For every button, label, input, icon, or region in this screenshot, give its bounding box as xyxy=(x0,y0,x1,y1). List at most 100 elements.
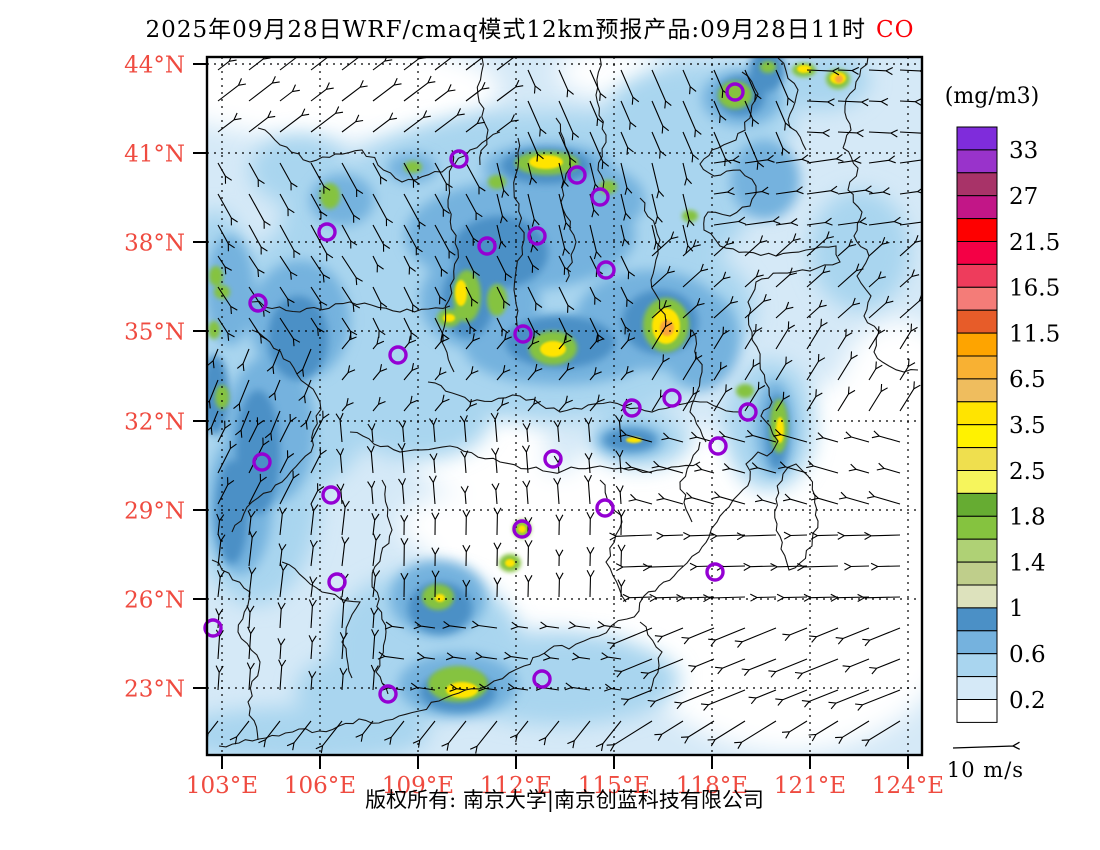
wind-arrow xyxy=(400,572,409,598)
wind-arrow xyxy=(801,689,839,708)
wind-arrow xyxy=(899,98,922,107)
wind-arrow xyxy=(429,453,438,474)
wind-arrow xyxy=(355,720,374,742)
wind-arrow xyxy=(651,231,679,257)
legend-color-block xyxy=(956,195,998,220)
wind-arrow xyxy=(372,77,402,102)
wind-arrow xyxy=(584,417,593,443)
wind-arrow xyxy=(586,546,595,567)
wind-arrow xyxy=(609,532,653,541)
wind-arrow xyxy=(217,286,238,315)
wind-arrow xyxy=(713,155,741,164)
wind-arrow xyxy=(493,577,502,598)
wind-arrow xyxy=(868,67,894,76)
legend-tick-label: 2.5 xyxy=(1009,459,1046,485)
wind-arrow xyxy=(782,493,808,505)
field-blob xyxy=(455,280,467,306)
wind-arrow xyxy=(713,271,731,288)
field-blob xyxy=(487,284,507,316)
wind-arrow xyxy=(868,361,883,381)
wind-arrow xyxy=(713,361,728,381)
wind-arrow xyxy=(496,224,507,250)
wind-arrow xyxy=(247,626,256,660)
wind-arrow xyxy=(837,351,858,381)
wind-arrow xyxy=(300,410,312,430)
wind-arrow xyxy=(620,365,634,381)
wind-arrow xyxy=(744,269,764,288)
wind-arrow xyxy=(806,460,839,474)
wind-arrow xyxy=(248,317,268,344)
wind-arrow xyxy=(462,509,471,536)
boundary-line xyxy=(371,479,393,695)
wind-arrow xyxy=(524,539,533,567)
wind-arrow xyxy=(558,395,573,412)
wind-vectors xyxy=(207,57,922,754)
city-marker xyxy=(532,669,552,689)
wind-arrow xyxy=(806,318,828,350)
wind-arrow xyxy=(403,193,426,230)
wind-arrow xyxy=(216,570,225,598)
wind-arrow xyxy=(808,720,839,742)
legend-color-block xyxy=(956,424,998,449)
wind-arrow xyxy=(372,162,388,185)
wind-arrow xyxy=(778,461,808,474)
wind-arrow xyxy=(215,629,224,660)
wind-arrow xyxy=(713,384,733,412)
wind-arrow xyxy=(628,493,653,505)
wind-arrow xyxy=(620,193,632,221)
field-blob xyxy=(730,140,800,220)
wind-arrow xyxy=(434,334,449,350)
wind-arrow xyxy=(434,317,450,343)
boundary-line xyxy=(476,57,489,166)
wind-arrow xyxy=(866,490,901,505)
wind-arrow xyxy=(649,593,684,602)
wind-arrow xyxy=(681,627,715,645)
wind-arrow xyxy=(465,116,485,133)
wind-arrow xyxy=(838,491,870,505)
wind-arrow xyxy=(656,493,684,505)
wind-arrow xyxy=(855,689,901,711)
wind-arrow xyxy=(496,317,509,337)
wind-arrow xyxy=(278,543,287,567)
wind-arrow xyxy=(496,255,513,281)
wind-arrow xyxy=(589,367,602,381)
field-blob xyxy=(207,235,255,345)
legend-color-block xyxy=(956,149,998,174)
wind-arrow xyxy=(279,224,301,258)
wind-arrow xyxy=(372,57,393,71)
wind-arrow xyxy=(236,348,250,372)
wind-arrow xyxy=(279,563,288,598)
city-marker xyxy=(477,236,497,256)
wind-arrow xyxy=(700,689,746,711)
wind-arrow xyxy=(524,574,533,598)
city-marker xyxy=(708,436,728,456)
wind-arrow xyxy=(490,412,499,443)
wind-arrow xyxy=(682,162,693,186)
wind-arrow xyxy=(341,397,354,412)
boundary-line xyxy=(251,300,451,313)
wind-arrow xyxy=(622,593,653,602)
wind-arrow xyxy=(521,444,530,474)
wind-arrow xyxy=(837,386,856,412)
wind-arrow xyxy=(462,579,471,598)
wind-arrow xyxy=(217,317,235,341)
wind-arrow xyxy=(871,430,901,443)
wind-arrow xyxy=(434,224,456,259)
wind-arrow xyxy=(403,362,420,381)
legend-color-block xyxy=(956,676,998,700)
wind-arrow xyxy=(857,593,901,602)
wind-arrow xyxy=(806,299,827,319)
wind-arrow xyxy=(403,110,431,133)
field-blob xyxy=(749,57,785,92)
wind-arrow xyxy=(651,69,672,109)
boundary-line xyxy=(231,329,322,533)
wind-arrow xyxy=(806,389,823,412)
wind-arrow xyxy=(527,131,544,162)
city-marker xyxy=(388,345,408,365)
wind-arrow xyxy=(651,193,663,225)
wind-arrow xyxy=(279,286,295,307)
wind-arrow xyxy=(315,720,343,754)
wind-arrow xyxy=(589,69,607,101)
wind-arrow xyxy=(412,720,436,748)
